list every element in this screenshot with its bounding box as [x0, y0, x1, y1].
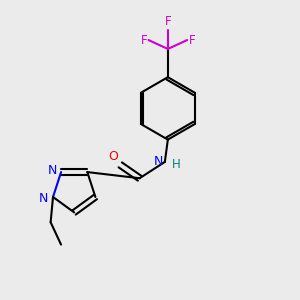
- Text: H: H: [171, 158, 180, 171]
- Text: F: F: [164, 15, 171, 28]
- Text: N: N: [154, 155, 164, 168]
- Text: O: O: [108, 150, 118, 164]
- Text: N: N: [39, 192, 49, 205]
- Text: N: N: [47, 164, 57, 177]
- Text: F: F: [140, 34, 147, 46]
- Text: F: F: [189, 34, 195, 46]
